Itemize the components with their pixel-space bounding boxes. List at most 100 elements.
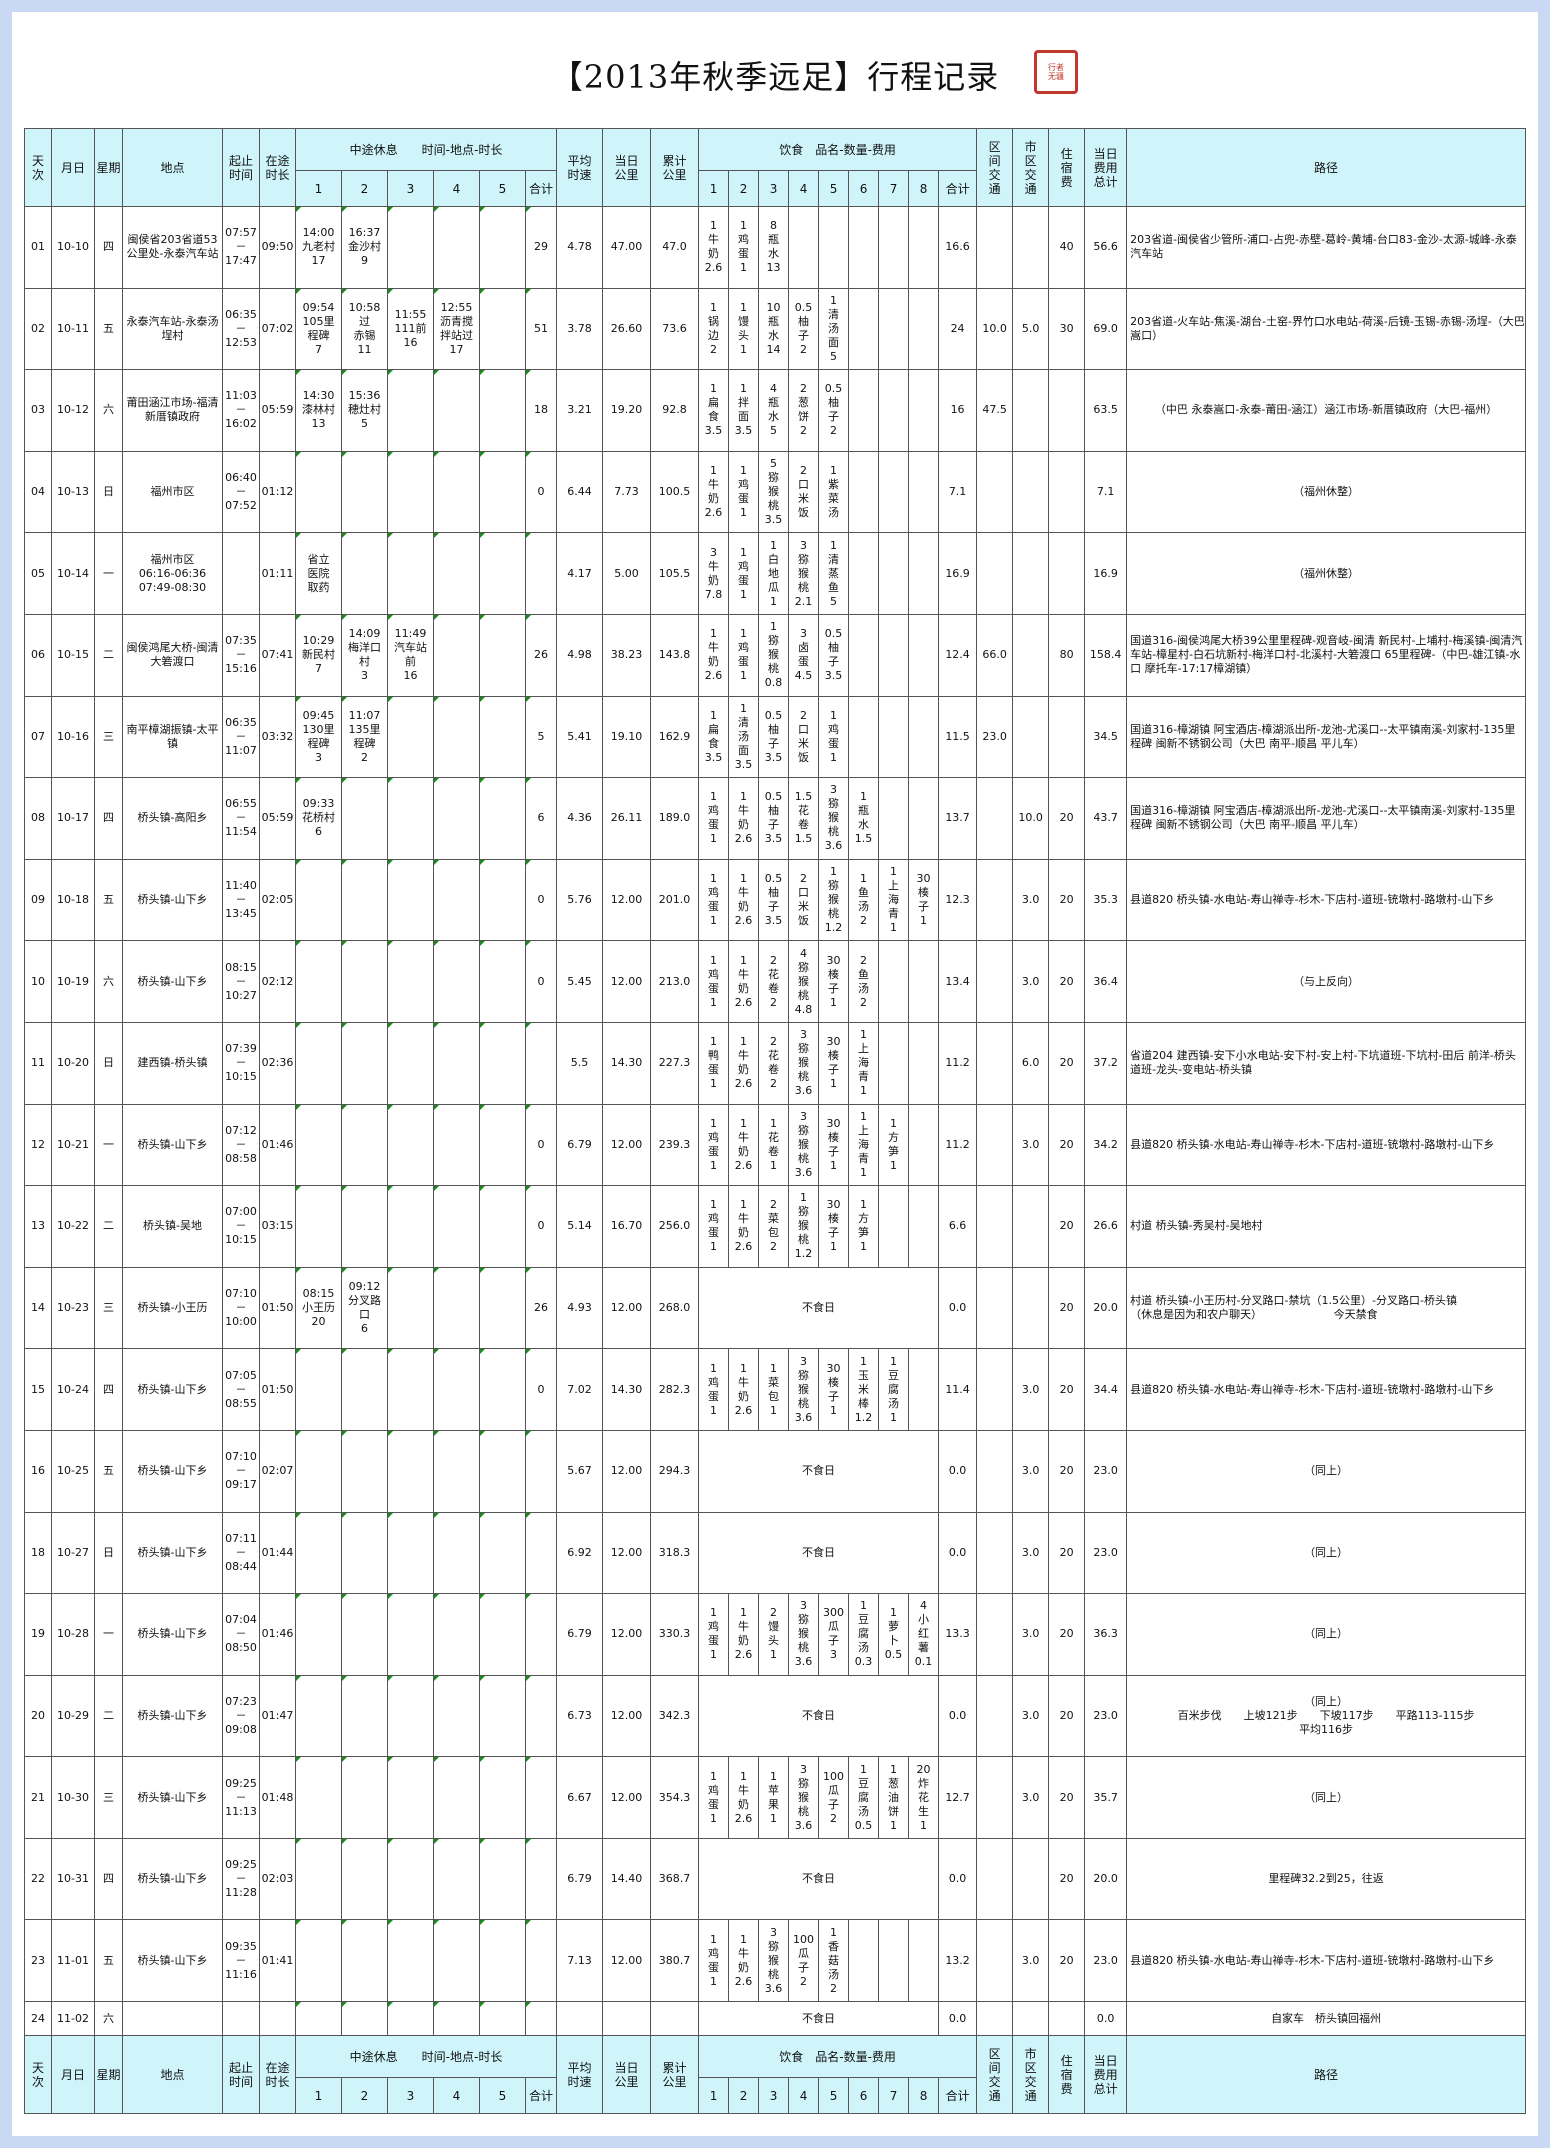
cell-rest-3 [387,858,434,942]
header-total-km: 累计 公里 [650,128,700,207]
cell-avg-speed: 5.67 [556,1429,604,1513]
cell-food-6: 1 上 海 青 1 [848,1021,880,1105]
cell-rest-4 [433,1837,480,1921]
cell-rest-5 [479,858,526,942]
cell-start-end: 06:40 － 07:52 [222,450,260,534]
cell-rest-2 [341,777,388,860]
cell-rest-total [524,1674,558,1758]
cell-duration [259,2001,296,2037]
cell-total-km: 368.7 [650,1837,700,1921]
cell-inter-transport [976,858,1014,942]
cell-day: 08 [24,777,52,860]
cell-rest-3 [387,695,434,779]
cell-duration: 02:05 [259,858,296,942]
cell-rest-total [524,1756,558,1839]
header-rest-col-3: 3 [387,170,434,207]
cell-food-7: 1 方 笋 1 [878,1103,910,1187]
cell-food-8: 20 炸 花 生 1 [908,1756,940,1839]
cell-lodging: 20 [1048,1266,1086,1350]
cell-day-km: 19.20 [602,369,652,452]
cell-place: 桥头镇-山下乡 [122,1674,223,1758]
table-row: 21 10-30 三桥头镇-山下乡 09:25 － 11:13 01:48 6.67 12.… [24,1756,1526,1839]
cell-food-3: 1 白 地 瓜 1 [758,532,790,615]
cell-duration: 01:44 [259,1511,296,1595]
cell-avg-speed: 4.98 [556,613,604,697]
cell-food-3: 10 瓶 水 14 [758,287,790,371]
cell-rest-3: 11:49 汽车站 前 16 [387,613,434,697]
cell-rest-total: 0 [524,940,558,1023]
cell-start-end: 07:05 － 08:55 [222,1348,260,1431]
cell-rest-2 [341,2001,388,2037]
cell-avg-speed: 5.5 [556,1021,604,1105]
cell-day: 01 [24,206,52,289]
cell-food-6 [848,613,880,697]
cell-food-total: 13.7 [938,777,978,860]
cell-rest-4 [433,1511,480,1595]
cell-total-km: 294.3 [650,1429,700,1513]
cell-start-end: 07:11 － 08:44 [222,1511,260,1595]
cell-start-end: 07:23 － 09:08 [222,1674,260,1758]
cell-food-total: 6.6 [938,1185,978,1268]
cell-route: 203省道-闽侯省少管所-浦口-占兜-赤壁-葛岭-黄埔-台口83-金沙-太源-城… [1126,206,1526,289]
header-duration: 在途 时长 [259,2035,296,2115]
header-food-col-6: 6 [848,170,880,207]
cell-lodging [1048,532,1086,615]
cell-day-total: 23.0 [1084,1429,1128,1513]
cell-total-km: 268.0 [650,1266,700,1350]
cell-rest-2 [341,1756,388,1839]
cell-day: 22 [24,1837,52,1921]
cell-food-2: 1 牛 奶 2.6 [728,1348,760,1431]
header-avg-speed: 平均 时速 [556,2035,604,2115]
cell-avg-speed: 4.17 [556,532,604,615]
header-route: 路径 [1126,2035,1526,2115]
cell-place: 桥头镇-小王历 [122,1266,223,1350]
cell-city-transport [1012,1266,1050,1350]
cell-city-transport [1012,369,1050,452]
cell-duration: 02:36 [259,1021,296,1105]
table-footer-header: 天 次月日 星期 地点 起止 时间 在途 时长 中途休息 时间-地点-时长 平均 时速 当日 … [24,2035,1526,2115]
cell-start-end: 09:25 － 11:13 [222,1756,260,1839]
cell-start-end: 07:12 － 08:58 [222,1103,260,1187]
cell-rest-1: 08:15 小王历 20 [295,1266,342,1350]
cell-food-total: 16.6 [938,206,978,289]
cell-food-7: 1 萝 卜 0.5 [878,1593,910,1676]
header-food-col-4: 4 [788,170,820,207]
cell-day: 13 [24,1185,52,1268]
cell-day-total: 37.2 [1084,1021,1128,1105]
cell-weekday: 一 [94,1103,123,1187]
header-food-col-5: 5 [818,2077,850,2115]
cell-rest-4 [433,777,480,860]
header-duration: 在途 时长 [259,128,296,207]
cell-inter-transport [976,1103,1014,1187]
cell-rest-1 [295,858,342,942]
cell-rest-5 [479,1919,526,2003]
cell-food-8: 30 楱 子 1 [908,858,940,942]
cell-rest-3 [387,1919,434,2003]
cell-lodging: 80 [1048,613,1086,697]
cell-total-km: 213.0 [650,940,700,1023]
cell-day: 03 [24,369,52,452]
cell-start-end: 08:15 － 10:27 [222,940,260,1023]
table-row: 01 10-10 四闽侯省203省道53公里处-永泰汽车站 07:57 － 17:47… [24,206,1526,289]
cell-food-total: 12.4 [938,613,978,697]
cell-food-5: 30 楱 子 1 [818,1021,850,1105]
cell-duration: 01:47 [259,1674,296,1758]
cell-day-total: 0.0 [1084,2001,1128,2037]
cell-rest-4 [433,1021,480,1105]
cell-rest-2 [341,1593,388,1676]
cell-food-total: 0.0 [938,1266,978,1350]
cell-city-transport: 3.0 [1012,858,1050,942]
cell-inter-transport [976,1185,1014,1268]
cell-food-5: 300 瓜 子 3 [818,1593,850,1676]
cell-day: 20 [24,1674,52,1758]
table-row: 15 10-24 四桥头镇-山下乡 07:05 － 08:55 01:50 0 7.02 14… [24,1348,1526,1431]
header-food-col-3: 3 [758,2077,790,2115]
table-row: 19 10-28 一桥头镇-山下乡 07:04 － 08:50 01:46 6.79 12.… [24,1593,1526,1676]
cell-inter-transport [976,450,1014,534]
cell-day-total: 23.0 [1084,1919,1128,2003]
cell-place: 桥头镇-山下乡 [122,1348,223,1431]
cell-duration: 01:11 [259,532,296,615]
cell-city-transport: 3.0 [1012,1511,1050,1595]
cell-lodging: 20 [1048,940,1086,1023]
cell-avg-speed: 6.79 [556,1103,604,1187]
